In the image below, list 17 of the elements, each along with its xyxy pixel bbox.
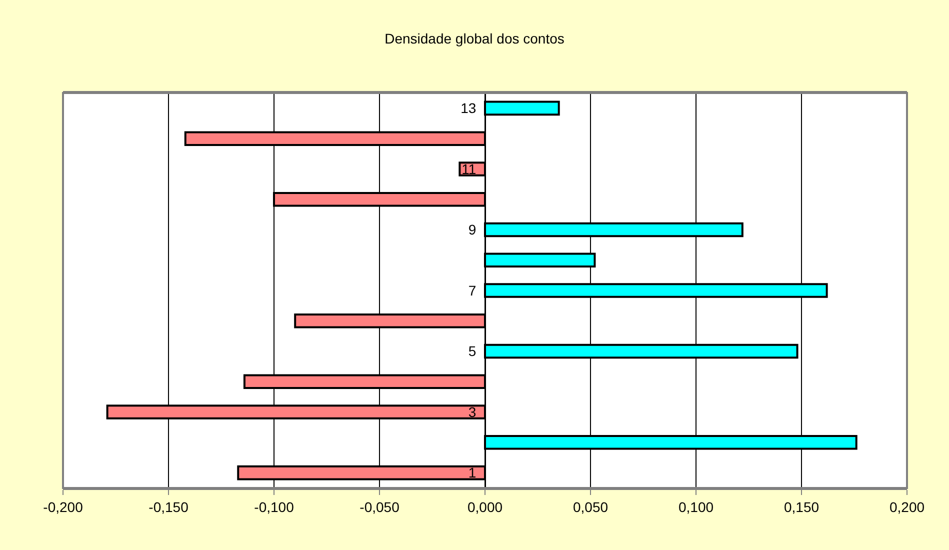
x-tick-label: -0,200 (43, 498, 84, 515)
chart-title: Densidade global dos contos (384, 30, 564, 46)
x-tick-label: -0,050 (360, 498, 400, 515)
x-tick-label: 0,150 (784, 498, 820, 515)
x-tick-label: 0,050 (572, 498, 608, 515)
x-tick-label: 0,200 (889, 498, 925, 515)
y-tick-label: 9 (468, 222, 476, 238)
y-tick-label: 3 (468, 404, 476, 420)
x-tick-label: -0,100 (254, 498, 294, 515)
x-tick-label: 0,100 (678, 498, 714, 515)
x-tick-label: -0,150 (148, 498, 189, 515)
y-tick-label: 11 (462, 160, 476, 177)
x-tick-label: 0,000 (467, 498, 503, 515)
y-tick-label: 1 (468, 464, 476, 481)
y-tick-label: 7 (468, 282, 476, 298)
y-tick-label: 13 (460, 100, 476, 116)
y-tick-label: 5 (468, 343, 476, 360)
